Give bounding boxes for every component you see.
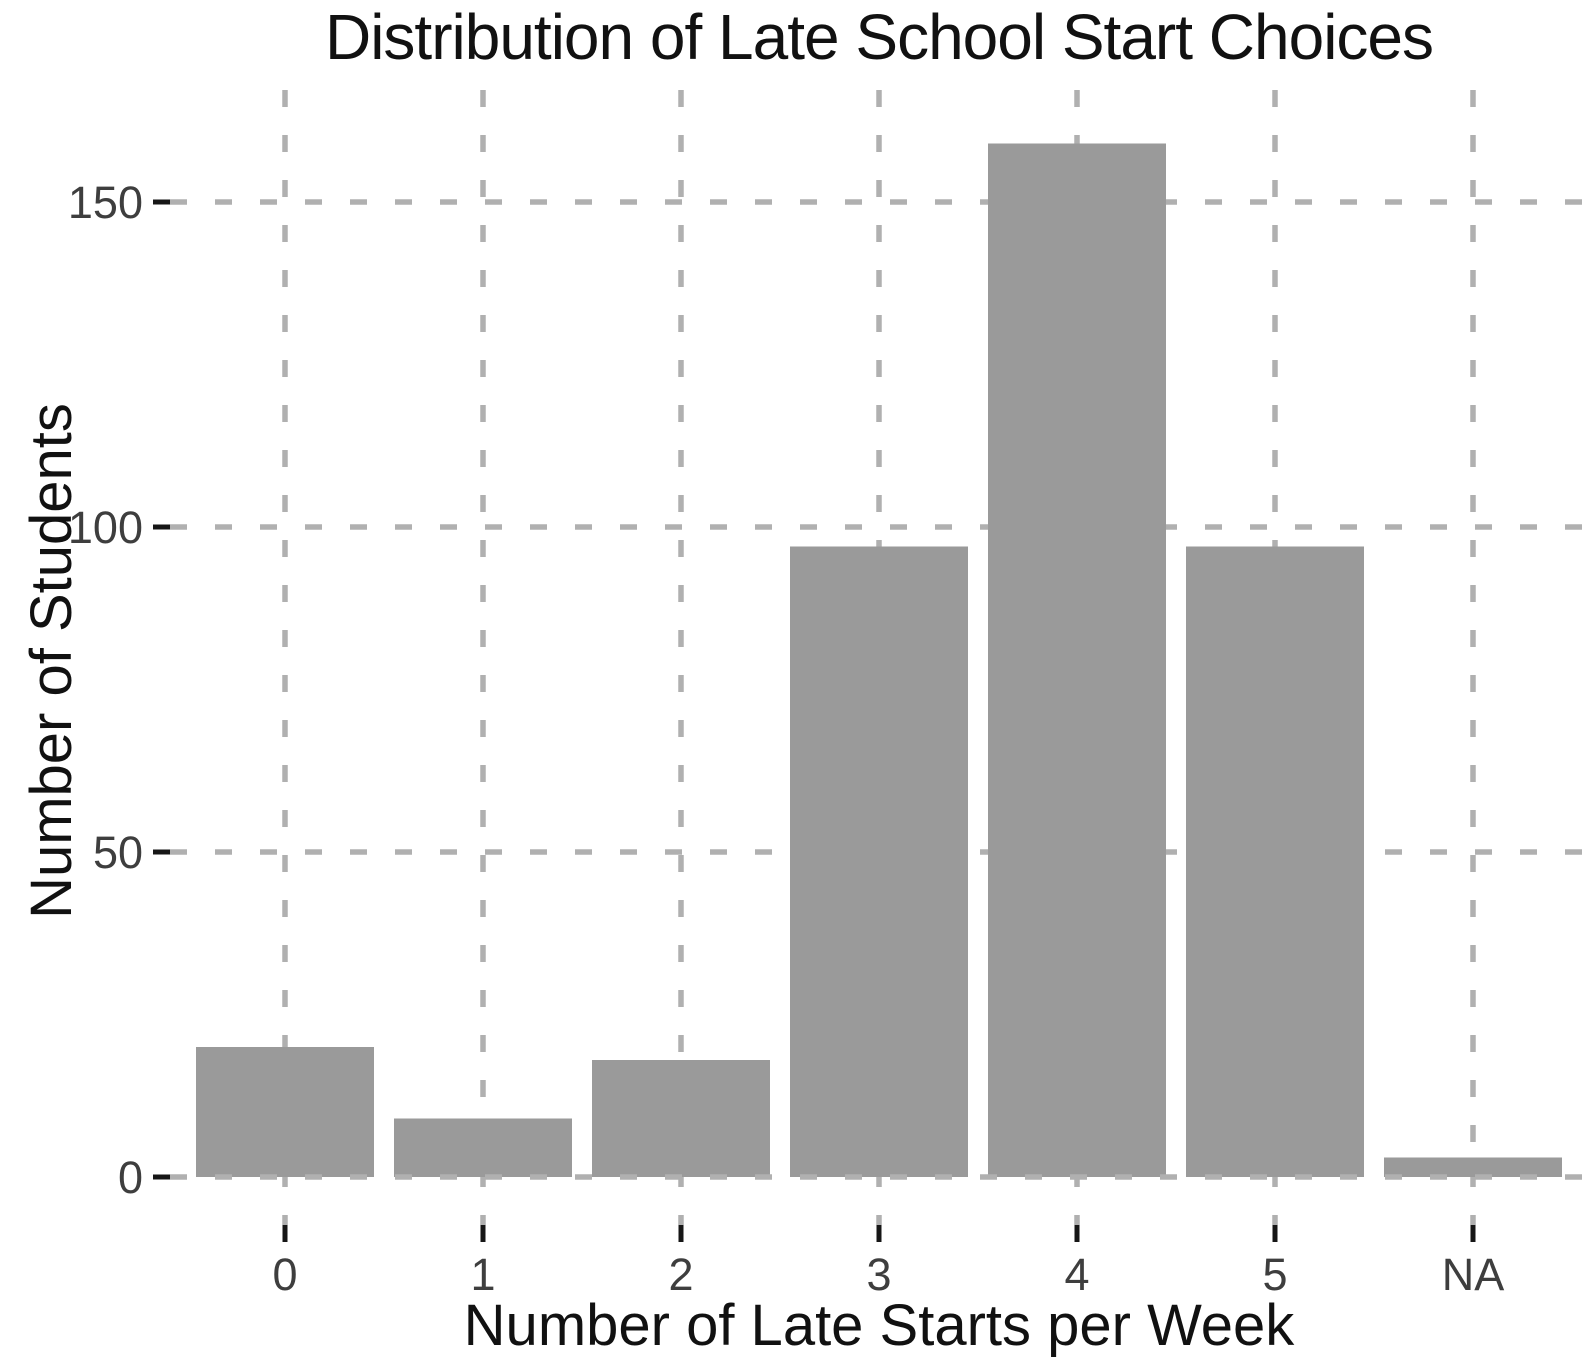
x-tick-label-5: 5 bbox=[1262, 1249, 1287, 1300]
bar-4 bbox=[988, 143, 1166, 1177]
bar-NA bbox=[1384, 1157, 1562, 1177]
x-tick-label-3: 3 bbox=[866, 1249, 891, 1300]
chart-title: Distribution of Late School Start Choice… bbox=[324, 1, 1434, 73]
bar-0 bbox=[196, 1047, 374, 1177]
y-tick-label-50: 50 bbox=[93, 827, 143, 878]
y-tick-label-0: 0 bbox=[118, 1152, 143, 1203]
bar-3 bbox=[790, 546, 968, 1177]
x-tick-label-2: 2 bbox=[668, 1249, 693, 1300]
bar-2 bbox=[592, 1060, 770, 1177]
y-tick-label-150: 150 bbox=[68, 177, 143, 228]
x-tick-label-NA: NA bbox=[1442, 1249, 1505, 1300]
x-tick-label-1: 1 bbox=[470, 1249, 495, 1300]
y-tick-label-100: 100 bbox=[68, 502, 143, 553]
bar-1 bbox=[394, 1118, 572, 1177]
x-axis-title: Number of Late Starts per Week bbox=[463, 1293, 1295, 1358]
x-tick-label-4: 4 bbox=[1064, 1249, 1089, 1300]
x-tick-label-0: 0 bbox=[272, 1249, 297, 1300]
bar-5 bbox=[1186, 546, 1364, 1177]
